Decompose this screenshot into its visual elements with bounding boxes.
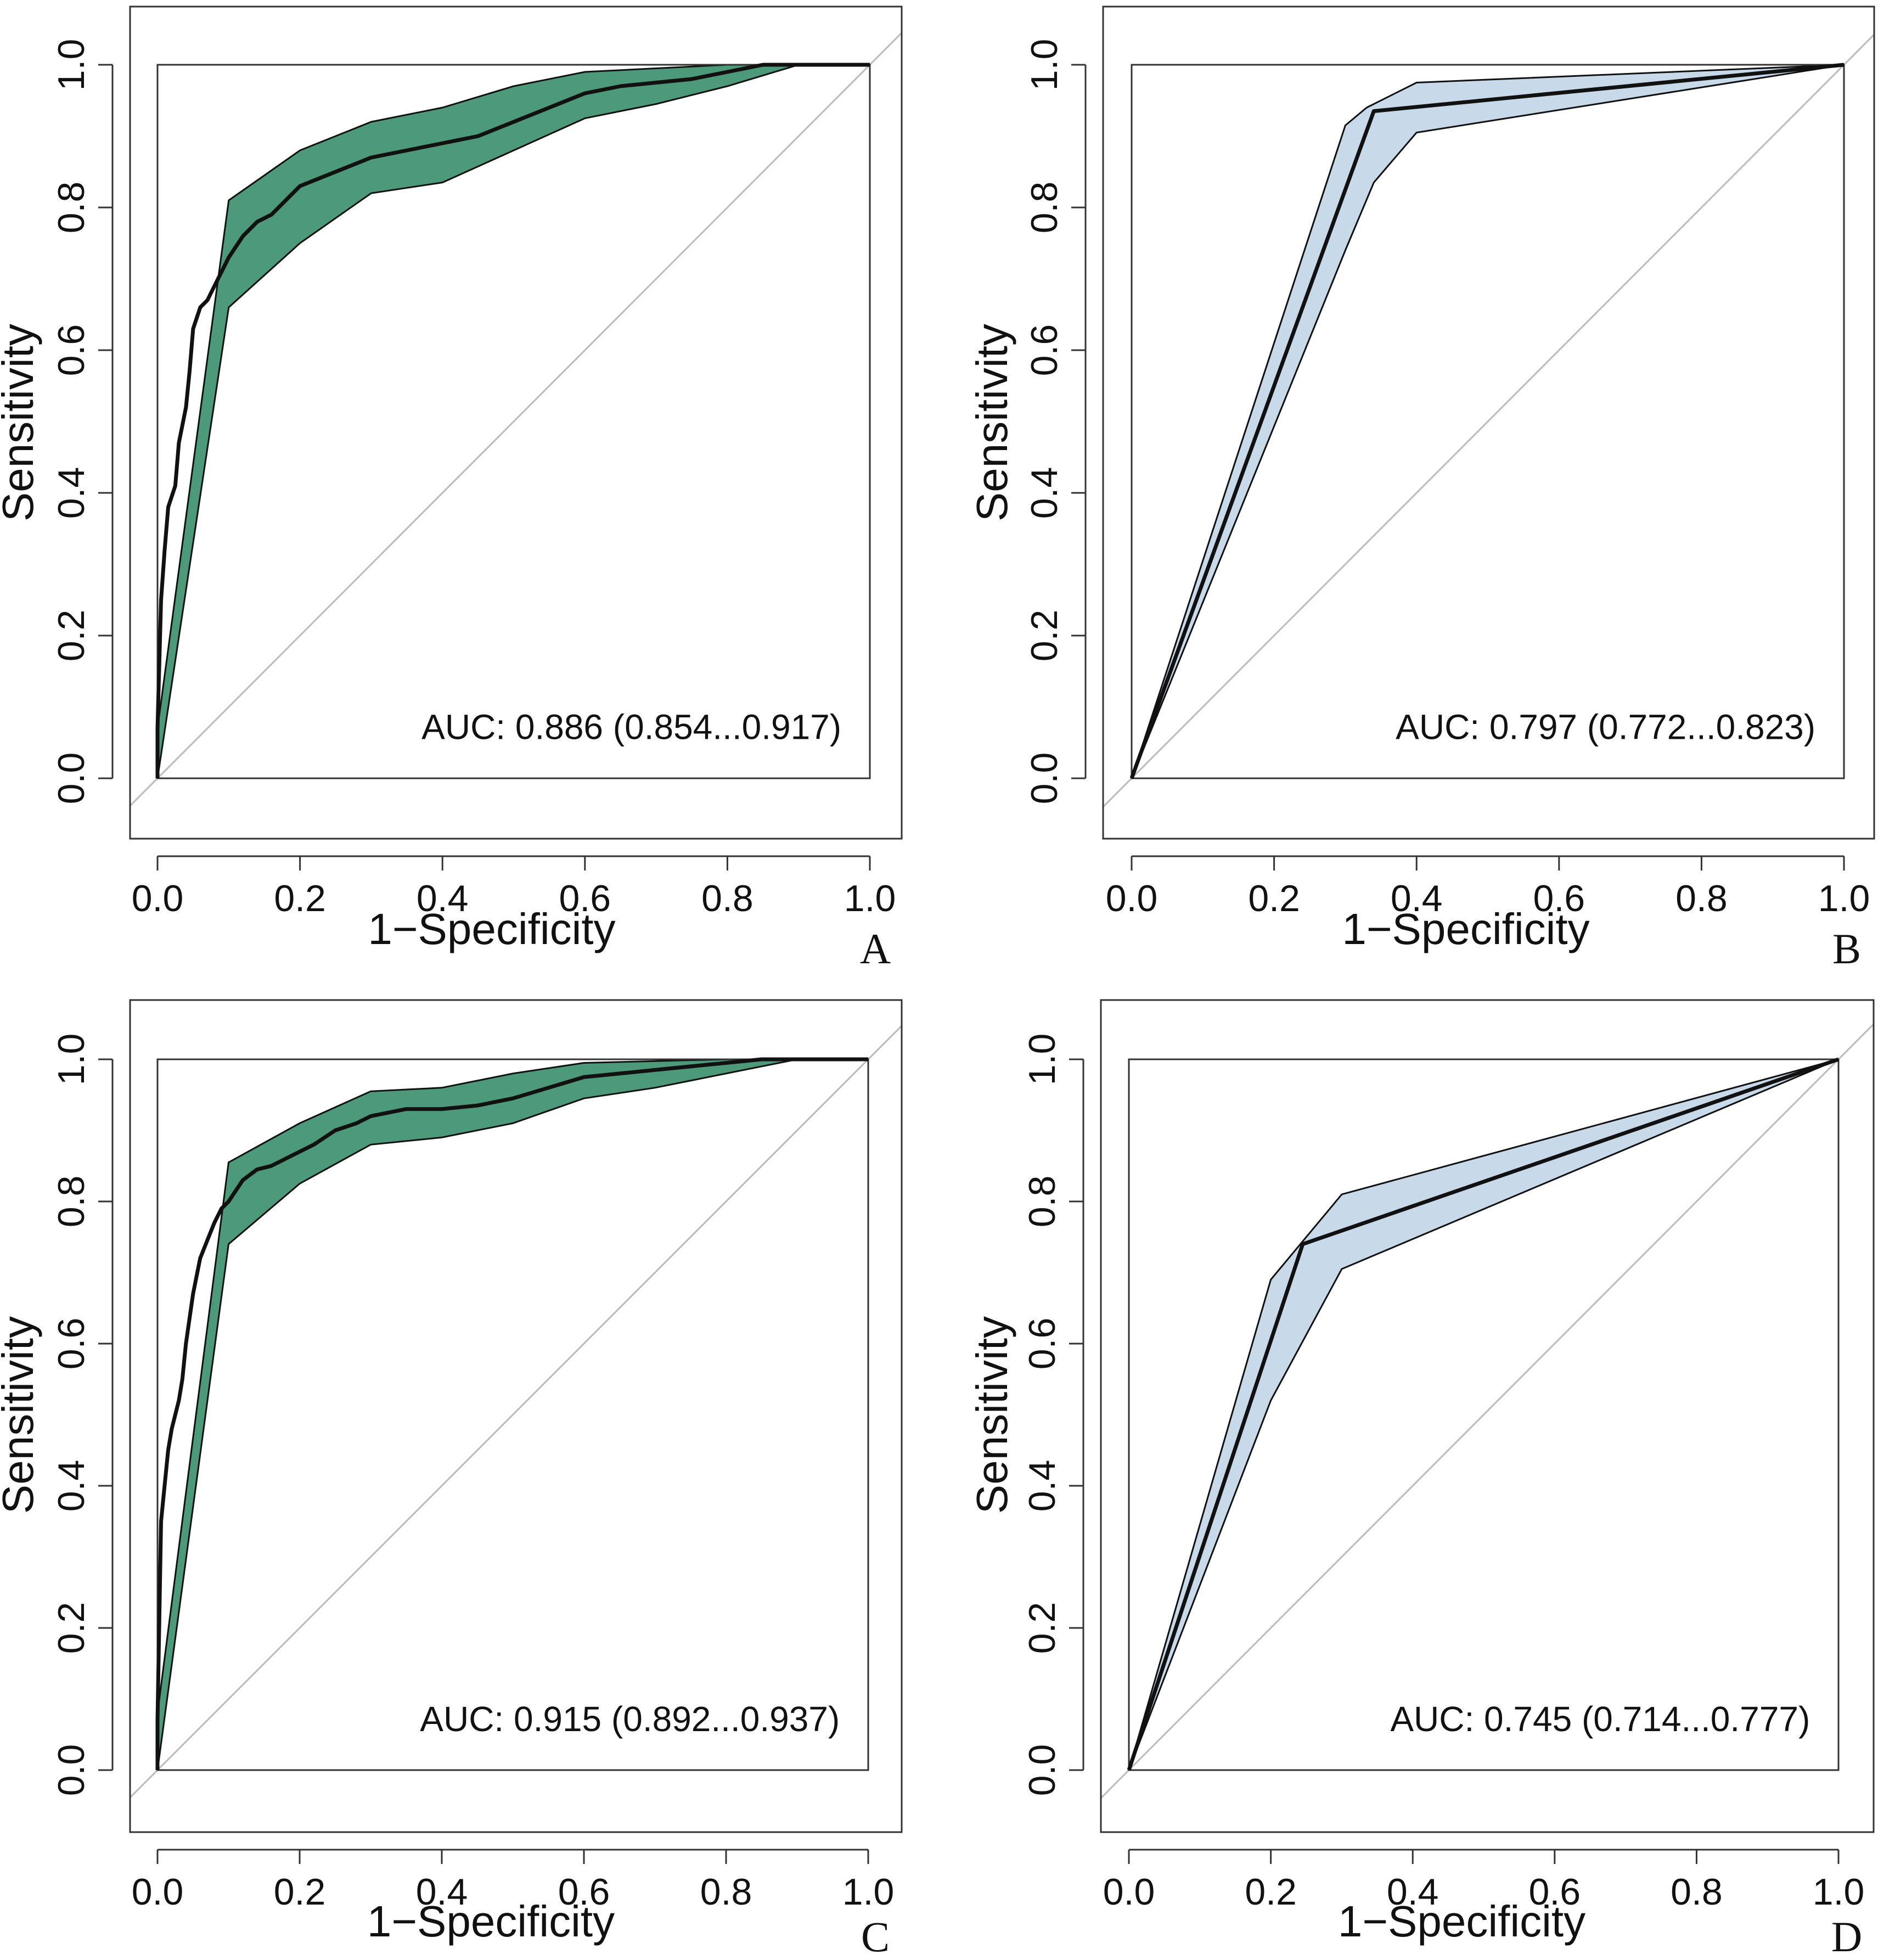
x-tick-label-a-3: 0.6 bbox=[559, 878, 611, 919]
roc-curve-b bbox=[1129, 63, 1845, 779]
outer-box-c bbox=[129, 999, 903, 1833]
outer-box-a bbox=[129, 5, 903, 840]
x-tick-label-c-0: 0.0 bbox=[132, 1871, 184, 1913]
panel-letter-a: A bbox=[860, 925, 891, 973]
x-tick-label-b-0: 0.0 bbox=[1106, 878, 1158, 919]
plot-region-frame-a bbox=[156, 64, 871, 779]
outer-box-b bbox=[1102, 5, 1875, 840]
y-tick-label-b-2: 0.4 bbox=[1024, 467, 1065, 519]
y-tick-label-c-1: 0.2 bbox=[50, 1602, 92, 1654]
diagonal-line-b bbox=[1103, 33, 1874, 808]
x-tick-label-b-5: 1.0 bbox=[1818, 878, 1870, 919]
x-tick-label-d-5: 1.0 bbox=[1813, 1871, 1865, 1913]
y-tick-label-b-4: 0.8 bbox=[1024, 182, 1065, 234]
plot-region-frame-c bbox=[156, 1058, 869, 1771]
y-tick-label-c-5: 1.0 bbox=[50, 1034, 92, 1086]
x-tick-label-a-1: 0.2 bbox=[274, 878, 326, 919]
roc-curve-d bbox=[1127, 1057, 1840, 1771]
x-axis-label-c: 1−Specificity bbox=[367, 1897, 615, 1946]
roc-panel-a: 0.0 0.2 0.4 0.6 0.8 1.0 0.0 0.2 0.4 0.6 0.8 1.0 1−Sp… bbox=[0, 5, 903, 973]
y-tick-label-a-4: 0.8 bbox=[50, 182, 92, 234]
y-axis-label-a: Sensitivity bbox=[0, 324, 42, 521]
panel-letter-d: D bbox=[1831, 1913, 1862, 1957]
y-tick-label-d-5: 1.0 bbox=[1021, 1034, 1063, 1086]
y-tick-label-c-3: 0.6 bbox=[50, 1318, 92, 1370]
roc-curve-c bbox=[155, 1057, 868, 1770]
diagonal-line-d bbox=[1101, 1023, 1874, 1800]
x-axis-label-a: 1−Specificity bbox=[368, 905, 615, 953]
y-tick-label-a-5: 1.0 bbox=[50, 39, 92, 91]
y-tick-label-d-2: 0.4 bbox=[1021, 1460, 1063, 1512]
x-tick-label-d-0: 0.0 bbox=[1103, 1871, 1155, 1913]
y-tick-label-a-1: 0.2 bbox=[50, 610, 92, 662]
panel-letter-b: B bbox=[1832, 925, 1861, 973]
diagonal-line-a bbox=[130, 31, 902, 807]
x-tick-label-d-3: 0.6 bbox=[1529, 1871, 1581, 1913]
y-tick-label-c-2: 0.4 bbox=[50, 1460, 92, 1512]
y-tick-label-d-3: 0.6 bbox=[1021, 1318, 1063, 1370]
y-tick-label-a-0: 0.0 bbox=[50, 752, 92, 805]
x-tick-label-a-0: 0.0 bbox=[132, 878, 184, 919]
outer-box-d bbox=[1100, 999, 1875, 1833]
y-axis-label-d: Sensitivity bbox=[968, 1316, 1016, 1514]
x-tick-label-b-2: 0.4 bbox=[1391, 878, 1443, 919]
x-axis-label-d: 1−Specificity bbox=[1338, 1897, 1585, 1946]
y-tick-label-b-5: 1.0 bbox=[1024, 39, 1065, 91]
roc-curve-a bbox=[155, 63, 870, 778]
x-tick-label-d-4: 0.8 bbox=[1671, 1871, 1723, 1913]
y-tick-label-a-3: 0.6 bbox=[50, 324, 92, 377]
y-tick-label-d-4: 0.8 bbox=[1021, 1176, 1063, 1228]
y-tick-label-b-3: 0.6 bbox=[1024, 324, 1065, 377]
y-axis-label-c: Sensitivity bbox=[0, 1316, 42, 1514]
panel-letter-c: C bbox=[861, 1913, 890, 1957]
auc-annotation-c: AUC: 0.915 (0.892...0.937) bbox=[420, 1699, 840, 1739]
x-tick-label-c-4: 0.8 bbox=[700, 1871, 752, 1913]
x-tick-label-d-1: 0.2 bbox=[1245, 1871, 1297, 1913]
auc-annotation-b: AUC: 0.797 (0.772...0.823) bbox=[1396, 707, 1815, 747]
x-tick-label-a-2: 0.4 bbox=[417, 878, 469, 919]
x-tick-label-b-1: 0.2 bbox=[1248, 878, 1300, 919]
y-tick-label-b-0: 0.0 bbox=[1024, 752, 1065, 805]
ci-band-a bbox=[156, 64, 870, 779]
diagonal-line-c bbox=[130, 1024, 902, 1799]
x-tick-label-d-2: 0.4 bbox=[1387, 1871, 1439, 1913]
roc-panel-d: 0.0 0.2 0.4 0.6 0.8 1.0 0.0 0.2 0.4 0.6 0.8 1.0 1−Sp… bbox=[968, 999, 1875, 1960]
y-tick-label-d-0: 0.0 bbox=[1021, 1744, 1063, 1796]
y-tick-label-a-2: 0.4 bbox=[50, 467, 92, 519]
x-tick-label-a-4: 0.8 bbox=[701, 878, 754, 919]
x-tick-label-c-3: 0.6 bbox=[558, 1871, 610, 1913]
auc-annotation-d: AUC: 0.745 (0.714...0.777) bbox=[1390, 1699, 1810, 1739]
x-tick-label-c-2: 0.4 bbox=[416, 1871, 468, 1913]
x-axis-label-b: 1−Specificity bbox=[1342, 905, 1589, 953]
x-tick-label-c-1: 0.2 bbox=[274, 1871, 326, 1913]
roc-panel-b: 0.0 0.2 0.4 0.6 0.8 1.0 0.0 0.2 0.4 0.6 0.8 1.0 1−Sp… bbox=[968, 5, 1875, 973]
x-tick-label-a-5: 1.0 bbox=[844, 878, 896, 919]
y-tick-label-b-1: 0.2 bbox=[1024, 610, 1065, 662]
plot-region-frame-b bbox=[1131, 64, 1845, 779]
y-tick-label-c-0: 0.0 bbox=[50, 1744, 92, 1796]
auc-annotation-a: AUC: 0.886 (0.854...0.917) bbox=[421, 707, 841, 747]
y-tick-label-d-1: 0.2 bbox=[1021, 1602, 1063, 1654]
plot-region-frame-d bbox=[1128, 1058, 1840, 1771]
x-tick-label-b-4: 0.8 bbox=[1675, 878, 1728, 919]
roc-panel-c: 0.0 0.2 0.4 0.6 0.8 1.0 0.0 0.2 0.4 0.6 0.8 1.0 1−Sp… bbox=[0, 999, 903, 1960]
x-tick-label-b-3: 0.6 bbox=[1533, 878, 1585, 919]
x-tick-label-c-5: 1.0 bbox=[842, 1871, 895, 1913]
y-tick-label-c-4: 0.8 bbox=[50, 1176, 92, 1228]
y-axis-label-b: Sensitivity bbox=[968, 324, 1016, 521]
